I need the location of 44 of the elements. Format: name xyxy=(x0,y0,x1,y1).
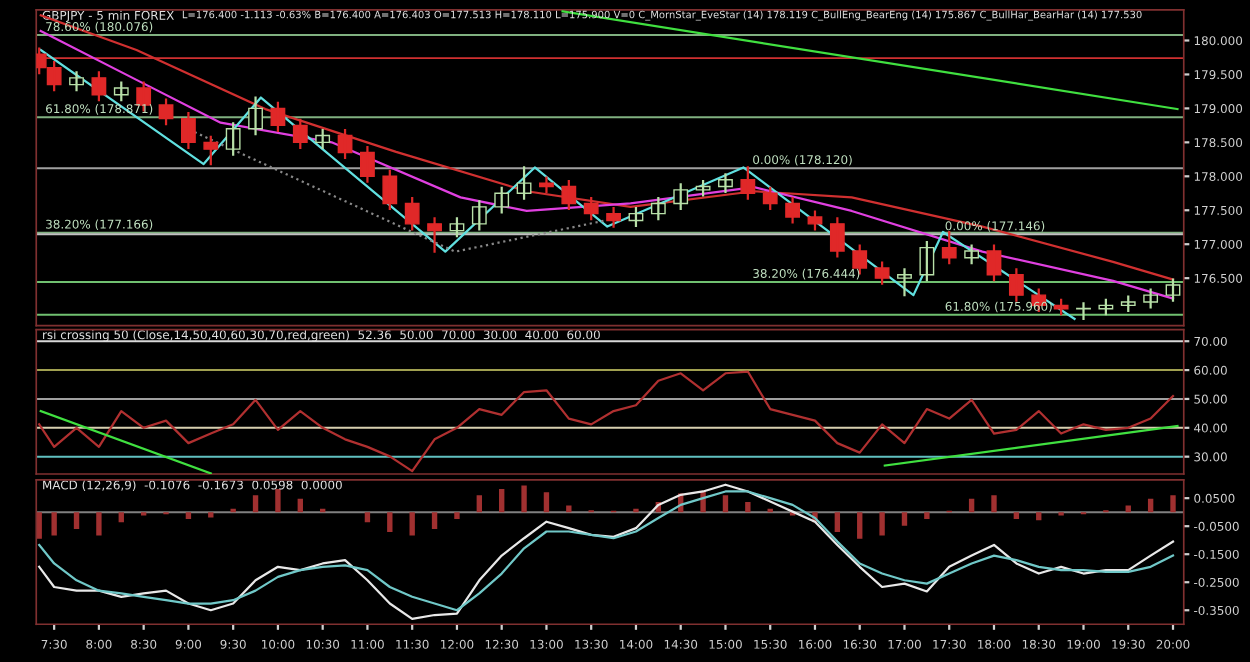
bar xyxy=(185,512,192,519)
candlestick xyxy=(874,261,890,285)
line-series xyxy=(38,370,1175,473)
bar xyxy=(252,495,259,513)
bar xyxy=(968,498,975,513)
bar xyxy=(521,485,527,513)
candlestick xyxy=(113,81,129,102)
bar xyxy=(73,512,80,529)
bar xyxy=(476,495,482,513)
bar xyxy=(924,512,930,519)
candlestick xyxy=(807,210,823,231)
bar xyxy=(409,512,415,536)
bar xyxy=(275,488,281,513)
bar xyxy=(1147,498,1154,513)
bar xyxy=(431,512,438,529)
candlestick xyxy=(1120,295,1136,312)
bar xyxy=(499,488,505,513)
bar xyxy=(96,512,102,536)
bar xyxy=(364,512,371,523)
bar xyxy=(454,512,460,519)
candlestick xyxy=(1143,288,1159,309)
bar xyxy=(36,512,42,539)
bar xyxy=(297,498,303,513)
bar xyxy=(208,512,214,518)
candlestick xyxy=(829,217,845,258)
candlestick xyxy=(471,200,487,231)
bar xyxy=(543,492,550,513)
bar xyxy=(901,512,908,526)
bar xyxy=(51,512,57,536)
bar xyxy=(834,512,841,533)
bar xyxy=(745,502,751,513)
candlestick xyxy=(91,71,107,102)
bar xyxy=(566,505,572,513)
bar xyxy=(1170,495,1176,513)
bar xyxy=(857,512,863,539)
bar xyxy=(991,495,997,513)
bar xyxy=(722,495,729,513)
bar xyxy=(1036,512,1042,521)
bar xyxy=(387,512,393,533)
bar xyxy=(1013,512,1020,519)
line-series xyxy=(39,48,1076,321)
bar xyxy=(879,512,885,536)
bar xyxy=(118,512,124,523)
bar xyxy=(1125,505,1131,513)
